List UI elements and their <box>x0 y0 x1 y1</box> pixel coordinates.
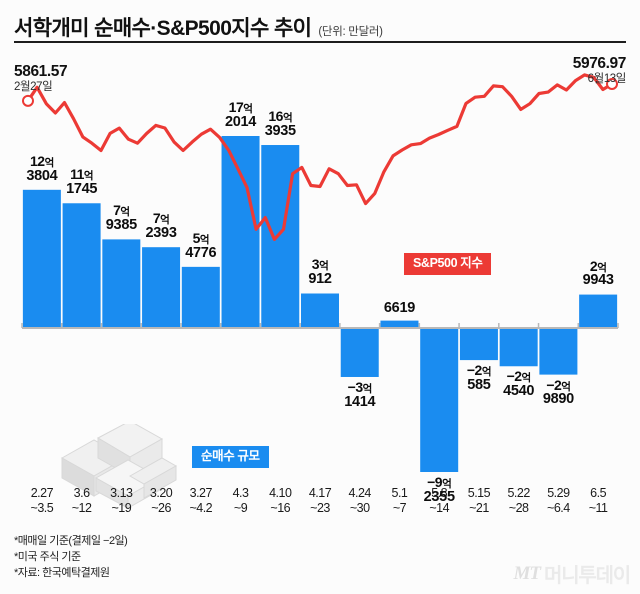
chart-svg <box>21 73 619 472</box>
line-end-marker <box>606 77 618 90</box>
bar <box>102 239 141 328</box>
bar <box>181 266 220 328</box>
bar-value-label: 11억 1745 <box>66 166 98 197</box>
bar-value-label: 16억 3935 <box>264 108 296 139</box>
bar-value-label: 17억 2014 <box>225 99 257 130</box>
bar <box>221 136 260 328</box>
x-axis-tick-label: 5.1 ~7 <box>391 486 408 516</box>
bar <box>380 320 419 328</box>
x-axis-tick-label: 2.27 ~3.5 <box>30 486 54 516</box>
bar <box>340 328 379 377</box>
end-date: 6월13일 <box>587 73 627 86</box>
x-axis-tick-label: 5.8 ~14 <box>429 486 450 516</box>
bar-value-label: 7억 2393 <box>145 210 177 241</box>
footnote-1: *매매일 기준(결제일 −2일) <box>14 535 128 547</box>
footnotes: *매매일 기준(결제일 −2일) *미국 주식 기준 *자료: 한국예탁결제원 <box>14 534 394 582</box>
isometric-blocks-icon <box>60 424 178 509</box>
x-axis-labels: 2.27 ~3.5 3.6 ~12 3.13 ~19 3.20 ~26 3.27 ~4.2 4.3 ~… <box>0 486 640 534</box>
start-date: 2월27일 <box>14 81 53 94</box>
bar <box>62 203 101 328</box>
bar-value-label: 3억 912 <box>308 256 332 288</box>
bar-value-label: −2억 9890 <box>542 376 574 408</box>
title-divider <box>14 41 626 43</box>
x-axis-tick-label: 5.22 ~28 <box>507 486 530 516</box>
footnote-3: *자료: 한국예탁결제원 <box>14 566 110 579</box>
bar-value-label: −2억 585 <box>466 362 492 393</box>
x-axis-tick-label: 3.6 ~12 <box>71 486 92 516</box>
line-start-callout: 5861.57 2월27일 <box>14 63 68 95</box>
bar <box>420 328 459 472</box>
bar <box>499 328 538 367</box>
line-start-marker <box>22 94 34 107</box>
mt-mark: MT <box>513 562 541 584</box>
x-axis-tick-label: 3.13 ~19 <box>110 486 133 516</box>
chart-plot-area: 5861.57 2월27일 5976.97 6월13일 12억 3804 11억 17… <box>0 46 640 509</box>
publisher-name: 머니투데이 <box>544 565 631 587</box>
x-axis-tick-label: 3.27 ~4.2 <box>189 486 213 516</box>
bar-value-label: 5억 4776 <box>185 229 217 261</box>
footnote-2: *미국 주식 기준 <box>14 550 81 563</box>
line-endpoint-markers <box>22 77 618 107</box>
bar <box>301 293 339 328</box>
sp500-line-series <box>26 73 614 241</box>
x-axis-tick-label: 4.10 ~16 <box>269 486 292 516</box>
bar <box>579 294 618 328</box>
bar-series <box>22 136 618 472</box>
sp500-polyline <box>26 73 614 241</box>
x-axis-tick-label: 6.5 ~11 <box>588 486 608 516</box>
line-end-callout: 5976.97 6월13일 <box>572 55 627 87</box>
bar <box>539 328 578 375</box>
bar-value-label: 7억 9385 <box>105 202 137 234</box>
header: 서학개미 순매수·S&P500지수 추이 (단위: 만달러) <box>14 12 626 42</box>
start-value: 5861.57 <box>14 63 68 80</box>
x-axis-tick-label: 4.24 ~30 <box>348 486 372 516</box>
legend-netbuy: 순매수 규모 <box>192 446 269 468</box>
bar-value-label: 12억 3804 <box>26 152 58 184</box>
x-axis-tick-label: 3.20 ~26 <box>149 486 173 516</box>
bar-value-label: −9억 2355 <box>423 474 455 505</box>
watermark-logo: MT 머니투데이 <box>513 559 632 588</box>
x-axis-tick-label: 5.29 ~6.4 <box>547 486 570 516</box>
x-axis-tick-label: 5.15 ~21 <box>467 486 491 516</box>
x-axis-tick-label: 4.3 ~9 <box>232 486 249 516</box>
bar-value-label: 2억 9943 <box>582 257 614 289</box>
bar <box>459 328 498 361</box>
bar-value-label: −2억 4540 <box>503 368 535 399</box>
x-axis-tick-label: 4.17 ~23 <box>308 486 332 516</box>
bar <box>142 247 181 328</box>
bar-value-label: −3억 1414 <box>344 378 376 410</box>
x-axis-line <box>21 323 619 329</box>
unit-note: (단위: 만달러) <box>318 26 383 38</box>
bar <box>22 189 61 328</box>
legend-sp500: S&P500 지수 <box>404 253 492 275</box>
bar-value-label: 6619 <box>383 299 415 316</box>
page-title: 서학개미 순매수·S&P500지수 추이 <box>14 17 312 40</box>
end-value: 5976.97 <box>572 55 627 72</box>
